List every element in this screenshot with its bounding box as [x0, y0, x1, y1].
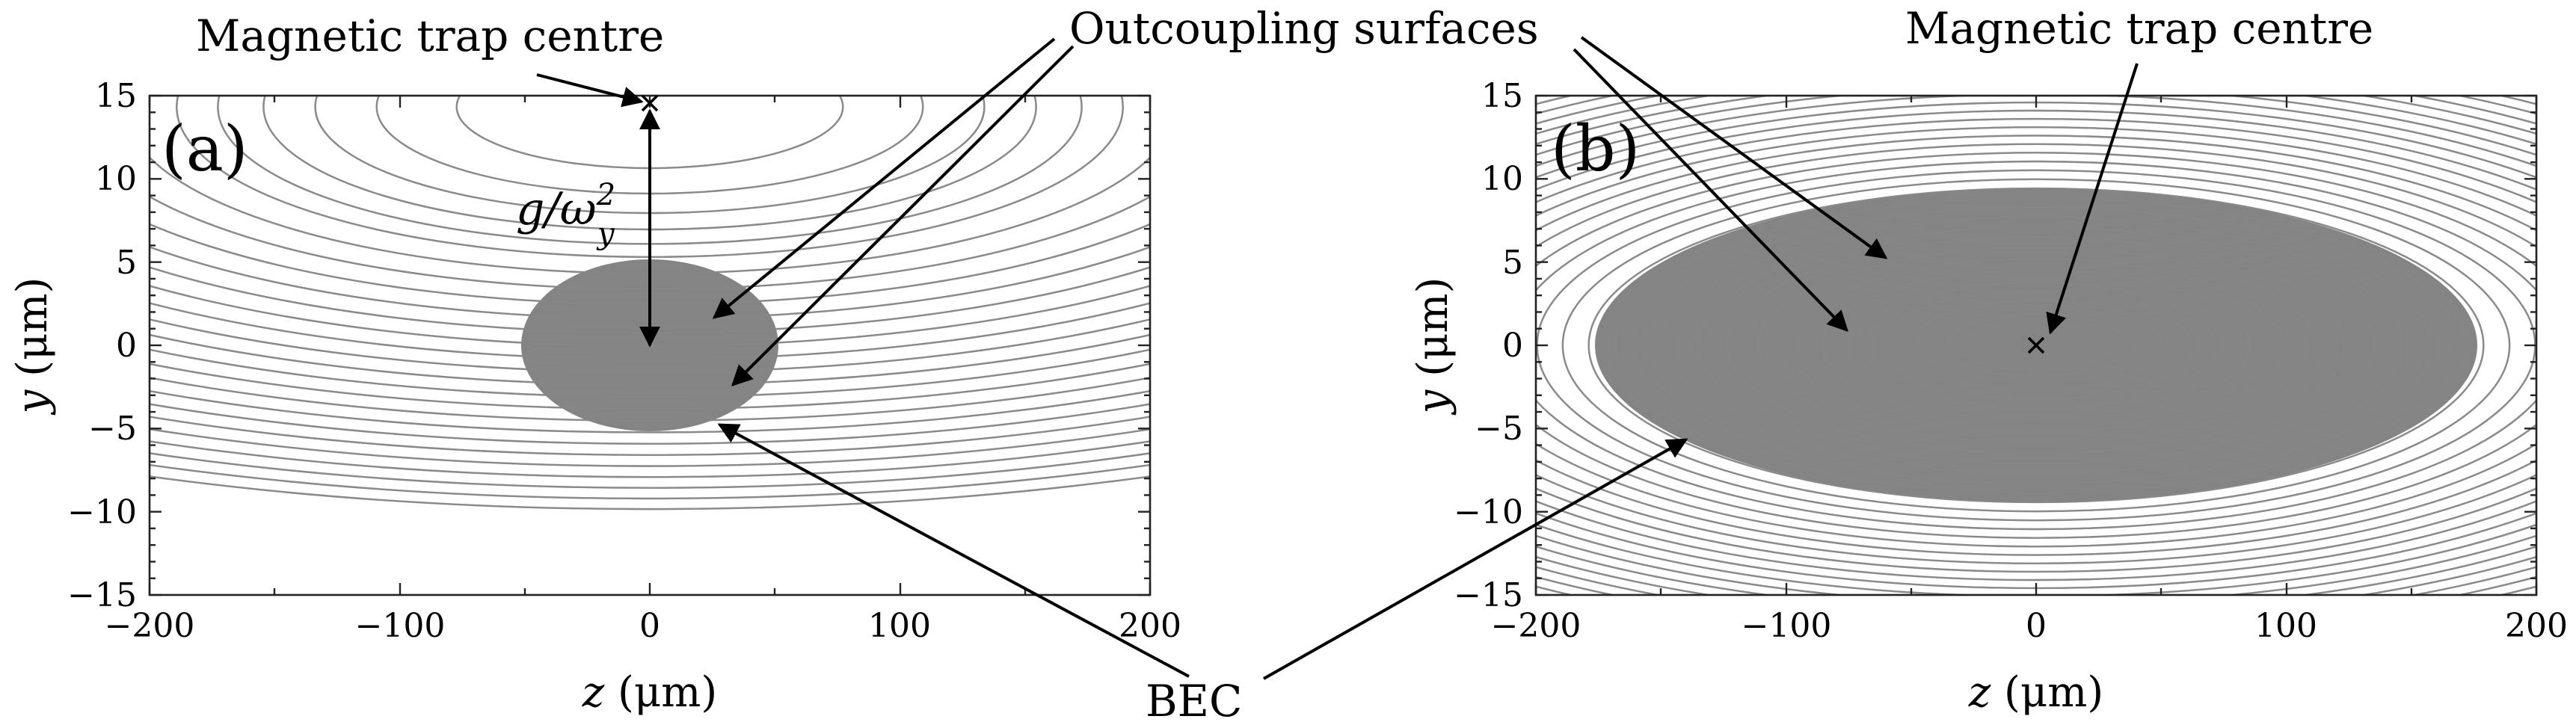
equipotential-contour — [150, 333, 1150, 386]
equipotential-contour — [1727, 236, 2346, 454]
panel-b-xtick: −100 — [1742, 607, 1832, 645]
panel-a-xtick: 100 — [868, 607, 931, 645]
equipotential-contour — [1536, 143, 2536, 548]
panel-b-ticks — [1534, 94, 2538, 596]
equipotential-contour — [150, 389, 1150, 434]
panel-a-trap-centre-marker — [641, 94, 659, 112]
equipotential-contour — [1856, 281, 2216, 410]
panel-a-ytick: 0 — [116, 327, 137, 365]
equipotential-contour — [150, 376, 1150, 422]
outcoupling-arrow-a1 — [712, 37, 1056, 319]
panel-b-xtick: 100 — [2254, 607, 2317, 645]
equipotential-contour — [150, 363, 1150, 410]
outcoupling-arrow-b1 — [1580, 36, 1888, 259]
panel-a-ytick: 5 — [116, 244, 137, 282]
outcoupling-arrow-a2 — [731, 45, 1075, 386]
equipotential-contour — [1946, 312, 2127, 378]
panel-b: −200 −100 0 100 200 15 10 5 0 −5 −10 −15… — [1409, 77, 2568, 717]
panel-b-ytick: 10 — [1481, 160, 1523, 198]
equipotential-contour — [1614, 197, 2459, 494]
equipotential-contour — [150, 452, 1150, 489]
equipotential-contour — [1536, 135, 2536, 556]
panel-a: −200 −100 0 100 200 15 10 5 0 −5 −10 −15… — [8, 77, 1181, 717]
bec-arrow-b — [1263, 438, 1688, 680]
equipotential-contour — [1536, 117, 2536, 573]
panel-a-ylabel: y (μm) — [8, 277, 57, 416]
panel-b-ytick: −10 — [1454, 493, 1523, 531]
equipotential-contour — [150, 475, 1150, 510]
trap-centre-a-arrow — [536, 73, 644, 108]
panel-b-ytick: −15 — [1454, 576, 1523, 614]
equipotential-contour — [150, 428, 1150, 467]
annotation-trap-centre-a: Magnetic trap centre — [196, 10, 664, 61]
equipotential-contour — [150, 318, 1150, 373]
equipotential-contour — [150, 440, 1150, 478]
equipotential-contour — [1587, 187, 2485, 504]
equipotential-contour — [1641, 206, 2431, 484]
equipotential-contour — [150, 416, 1150, 456]
panel-b-ytick: −5 — [1475, 410, 1523, 448]
panel-a-xlabel: z (μm) — [582, 668, 718, 717]
panel-b-xtick: 0 — [2026, 607, 2047, 645]
equipotential-contour — [1756, 247, 2316, 444]
equipotential-contour — [1536, 160, 2536, 531]
panel-a-xtick: 200 — [1119, 607, 1181, 645]
panel-a-xtick: 0 — [639, 607, 660, 645]
bec-arrow-a — [717, 423, 1190, 678]
panel-b-label: (b) — [1551, 112, 1640, 185]
panel-b-ylabel: y (μm) — [1409, 277, 1457, 416]
panel-a-ytick: 10 — [95, 160, 137, 198]
trap-centre-b-arrow — [2046, 63, 2139, 335]
panel-b-trap-centre-marker — [2027, 336, 2045, 354]
annotation-trap-centre-b: Magnetic trap centre — [1905, 3, 2373, 54]
panel-a-ytick: −10 — [67, 493, 137, 531]
panel-b-ytick: 15 — [1481, 77, 1523, 115]
panel-a-xtick: −100 — [355, 607, 446, 645]
panel-a-ticks — [148, 94, 1152, 596]
panel-a-xtick: −200 — [105, 607, 195, 645]
outcoupling-arrow-b2 — [1573, 48, 1848, 333]
equipotential-contour — [1561, 178, 2511, 513]
panel-b-ytick: 5 — [1502, 244, 1523, 282]
equipotential-contour — [150, 348, 1150, 398]
equipotential-contour — [150, 302, 1150, 360]
equipotential-contour — [1788, 257, 2284, 434]
panel-b-xtick: −200 — [1491, 607, 1581, 645]
panel-a-ytick: 15 — [95, 77, 137, 115]
gravity-sag-label: g/ω2 y — [516, 178, 615, 251]
panel-b-xlabel: z (μm) — [1968, 668, 2104, 717]
equipotential-contour — [1821, 269, 2251, 422]
annotation-bec: BEC — [1146, 676, 1242, 727]
panel-a-ytick: −5 — [88, 410, 137, 448]
equipotential-contour — [1536, 152, 2536, 539]
equipotential-contour — [1908, 300, 2164, 391]
equipotential-contour — [1697, 226, 2375, 465]
annotation-outcoupling: Outcoupling surfaces — [1069, 3, 1539, 54]
equipotential-contour — [1880, 290, 2192, 401]
equipotential-contour — [1536, 109, 2536, 582]
panel-b-plot-area — [1536, 96, 2536, 595]
equipotential-contour — [150, 463, 1150, 500]
equipotential-contour — [150, 403, 1150, 445]
panel-b-ytick: 0 — [1502, 327, 1523, 365]
equipotential-contour — [1536, 126, 2536, 564]
equipotential-contour — [1669, 215, 2403, 475]
panel-a-label: (a) — [162, 112, 248, 185]
panel-a-ytick: −15 — [67, 576, 137, 614]
panel-b-xtick: 200 — [2505, 607, 2568, 645]
panel-b-contours-over-bec — [1536, 96, 2536, 595]
